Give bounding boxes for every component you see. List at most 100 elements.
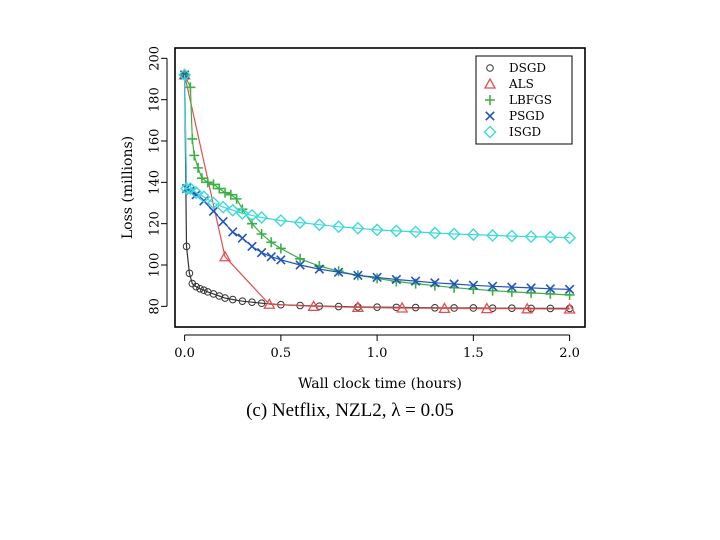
point-isgd [447, 227, 461, 241]
point-psgd [333, 267, 344, 277]
point-dsgd [257, 299, 266, 308]
x-tick-label: 2.0 [559, 346, 580, 361]
point-psgd [266, 251, 277, 262]
point-lbfgs [266, 237, 277, 248]
point-psgd [410, 276, 421, 286]
point-psgd [545, 284, 556, 294]
point-isgd [216, 200, 230, 214]
point-isgd [293, 216, 307, 230]
series-layer [178, 68, 577, 314]
y-tick-label: 140 [148, 170, 163, 195]
point-isgd [178, 68, 192, 82]
legend-marker-dsgd [486, 64, 494, 72]
y-tick-label: 200 [148, 46, 163, 71]
point-lbfgs [391, 276, 402, 287]
y-axis-title: Loss (millions) [120, 136, 136, 239]
point-dsgd [196, 284, 204, 293]
series-line-psgd [184, 74, 570, 290]
point-psgd [526, 283, 536, 293]
point-als [351, 301, 364, 313]
point-lbfgs [231, 193, 242, 204]
point-lbfgs [506, 286, 517, 297]
point-isgd [255, 210, 269, 224]
point-als [396, 301, 409, 313]
point-lbfgs [526, 287, 537, 298]
legend-item-psgd: PSGD [485, 109, 545, 123]
plot-frame [174, 47, 586, 328]
legend-label-lbfgs: LBFGS [509, 93, 552, 107]
point-lbfgs [295, 253, 306, 264]
point-psgd [507, 282, 517, 292]
legend-marker-als [483, 77, 497, 89]
point-isgd [312, 218, 326, 232]
point-isgd [207, 196, 220, 210]
legend-item-lbfgs: LBFGS [485, 93, 552, 107]
y-tick-label: 100 [148, 253, 163, 278]
legend-marker-lbfgs [485, 95, 495, 105]
point-lbfgs [225, 189, 236, 200]
point-lbfgs [185, 82, 196, 93]
y-tick-label: 120 [148, 211, 163, 236]
point-isgd [409, 225, 423, 239]
x-axis-title: Wall clock time (hours) [298, 376, 462, 392]
x-tick-label: 1.5 [463, 346, 484, 361]
point-psgd [247, 241, 257, 252]
series-isgd [178, 68, 577, 245]
point-als [218, 250, 232, 262]
legend-marker-isgd [483, 125, 497, 139]
point-lbfgs [237, 204, 248, 215]
point-isgd [183, 182, 197, 196]
legend-item-isgd: ISGD [483, 125, 541, 139]
legend-marker-psgd [485, 111, 495, 121]
point-psgd [487, 281, 498, 292]
point-isgd [428, 226, 442, 240]
legend-label-isgd: ISGD [509, 125, 541, 139]
point-psgd [237, 233, 248, 243]
point-dsgd [221, 294, 229, 302]
point-als [307, 299, 320, 311]
x-tick-label: 0.5 [271, 346, 292, 361]
point-psgd [276, 255, 286, 265]
x-tick-label: 0.0 [174, 346, 195, 361]
point-psgd [468, 280, 479, 291]
point-lbfgs [187, 133, 198, 144]
point-als [438, 302, 451, 314]
point-dsgd [182, 242, 191, 251]
point-psgd [564, 284, 575, 295]
point-lbfgs [189, 150, 200, 161]
point-lbfgs [564, 289, 575, 300]
point-als [563, 302, 576, 314]
legend-item-dsgd: DSGD [486, 61, 546, 75]
point-als [480, 302, 493, 314]
point-lbfgs [275, 243, 286, 254]
point-psgd [208, 206, 219, 217]
legend-item-als: ALS [483, 77, 534, 91]
point-psgd [227, 227, 238, 237]
point-psgd [295, 260, 305, 270]
point-als [521, 302, 534, 314]
point-lbfgs [208, 179, 219, 190]
point-lbfgs [193, 162, 204, 173]
figure-caption: (c) Netflix, NZL2, λ = 0.05 [246, 400, 454, 421]
y-tick-label: 80 [148, 298, 163, 315]
point-isgd [274, 214, 288, 228]
x-tick-label: 1.0 [367, 346, 388, 361]
plot-box [174, 47, 586, 328]
point-dsgd [200, 286, 208, 295]
point-isgd [486, 228, 500, 242]
point-psgd [430, 278, 440, 288]
point-dsgd [185, 269, 194, 278]
point-isgd [235, 206, 249, 220]
point-dsgd [192, 282, 200, 291]
point-isgd [563, 231, 577, 245]
point-lbfgs [196, 173, 207, 184]
point-isgd [524, 230, 538, 244]
point-isgd [189, 186, 203, 200]
point-als [263, 297, 276, 309]
legend: DSGD ALS LBFGS PSGD ISGD [475, 55, 573, 145]
point-lbfgs [202, 177, 213, 188]
legend-label-psgd: PSGD [509, 109, 545, 123]
y-tick-label: 160 [148, 129, 163, 154]
point-lbfgs [220, 187, 231, 198]
